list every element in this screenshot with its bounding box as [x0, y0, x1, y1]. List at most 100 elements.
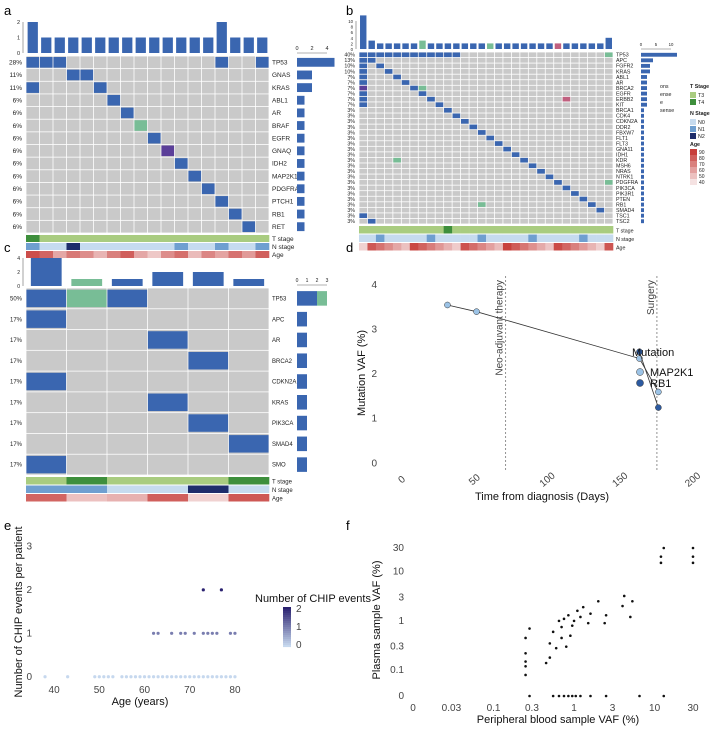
n-stage-cell — [359, 234, 368, 242]
grid-cell — [134, 94, 148, 107]
grid-cell — [401, 152, 410, 158]
grid-cell — [562, 113, 571, 119]
n-stage-cell — [511, 234, 521, 242]
grid-cell — [477, 80, 486, 85]
grid-cell — [66, 309, 107, 330]
panel-label-e: e — [4, 518, 11, 533]
grid-cell — [511, 163, 520, 169]
gene-count-bar — [641, 163, 644, 168]
series-point — [444, 301, 451, 309]
gene-percentage: 7% — [347, 75, 355, 81]
data-point — [551, 694, 555, 698]
mutation-cell — [486, 135, 495, 141]
grid-cell — [477, 185, 486, 191]
grid-cell — [452, 213, 461, 219]
n-stage-cell — [147, 243, 162, 250]
grid-cell — [452, 102, 461, 108]
legend-swatch-t — [690, 99, 696, 105]
grid-cell — [410, 152, 418, 158]
grid-cell — [410, 124, 418, 130]
grid-cell — [494, 69, 503, 74]
grid-cell — [503, 57, 511, 63]
grid-cell — [571, 102, 579, 108]
grid-cell — [571, 168, 579, 174]
grid-cell — [367, 63, 376, 69]
data-point — [210, 675, 214, 679]
grid-cell — [588, 118, 596, 124]
grid-cell — [588, 124, 596, 130]
grid-cell — [588, 174, 596, 180]
grid-cell — [255, 182, 269, 195]
grid-cell — [444, 69, 452, 74]
sample-count-bar — [368, 40, 375, 49]
grid-cell — [494, 80, 503, 85]
grid-cell — [596, 96, 605, 102]
grid-cell — [435, 74, 444, 80]
grid-cell — [427, 130, 435, 135]
grid-cell — [477, 69, 486, 74]
mutation-cell — [359, 213, 368, 219]
grid-cell — [26, 170, 40, 183]
sample-count-bar — [162, 37, 173, 53]
grid-cell — [393, 218, 401, 224]
y-axis-title: Number of CHIP events per patient — [13, 527, 25, 698]
sample-count-bar — [41, 37, 52, 53]
grid-cell — [134, 170, 148, 183]
t-stage-cell — [201, 235, 216, 242]
data-point — [219, 588, 223, 592]
grid-cell — [520, 152, 528, 158]
grid-cell — [410, 69, 418, 74]
legend-title: Number of CHIP events — [255, 593, 371, 605]
grid-cell — [452, 107, 461, 113]
top-axis-tick: 10 — [348, 19, 353, 24]
grid-cell — [494, 102, 503, 108]
y-tick-label: 3 — [398, 592, 404, 603]
grid-cell — [537, 191, 545, 196]
grid-cell — [174, 106, 188, 119]
data-point — [197, 675, 201, 679]
grid-cell — [161, 119, 175, 132]
grid-cell — [188, 144, 202, 157]
grid-cell — [174, 195, 188, 208]
sample-count-bar — [54, 37, 65, 53]
grid-cell — [537, 74, 545, 80]
grid-cell — [174, 69, 188, 81]
grid-cell — [120, 170, 134, 183]
grid-cell — [367, 174, 376, 180]
grid-cell — [537, 107, 545, 113]
age-cell — [494, 243, 504, 251]
grid-cell — [107, 170, 121, 183]
grid-cell — [384, 146, 393, 152]
grid-cell — [596, 74, 605, 80]
age-cell — [66, 494, 108, 502]
grid-cell — [242, 94, 256, 107]
grid-cell — [461, 152, 469, 158]
grid-cell — [494, 57, 503, 63]
grid-cell — [161, 69, 175, 81]
legend-swatch-n — [690, 133, 696, 139]
sample-count-bar — [111, 279, 143, 286]
gene-percentage: 3% — [347, 164, 355, 170]
grid-cell — [503, 191, 511, 196]
grid-cell — [201, 119, 215, 132]
age-cell — [188, 251, 202, 258]
grid-cell — [571, 52, 579, 58]
grid-cell — [477, 135, 486, 141]
annotation-label: Age — [272, 252, 284, 259]
data-point — [183, 675, 187, 679]
grid-cell — [188, 371, 229, 392]
grid-cell — [571, 157, 579, 163]
grid-cell — [461, 213, 469, 219]
grid-cell — [107, 454, 148, 475]
grid-cell — [435, 207, 444, 213]
grid-cell — [359, 191, 368, 196]
grid-cell — [469, 74, 478, 80]
mutation-cell — [359, 85, 368, 91]
mutation-cell — [444, 107, 452, 113]
age-cell — [188, 494, 229, 502]
gene-count-bar — [641, 158, 644, 163]
grid-cell — [554, 91, 562, 96]
data-point — [206, 675, 210, 679]
data-point — [206, 631, 210, 635]
